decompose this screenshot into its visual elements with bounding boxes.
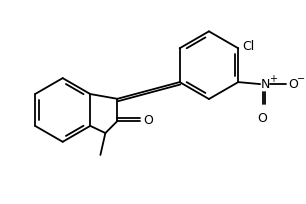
Text: −: − [297,74,305,84]
Text: O: O [257,112,267,125]
Text: O: O [143,114,153,127]
Text: O: O [288,78,298,91]
Text: Cl: Cl [242,40,255,53]
Text: +: + [269,74,277,84]
Text: N: N [261,78,271,91]
